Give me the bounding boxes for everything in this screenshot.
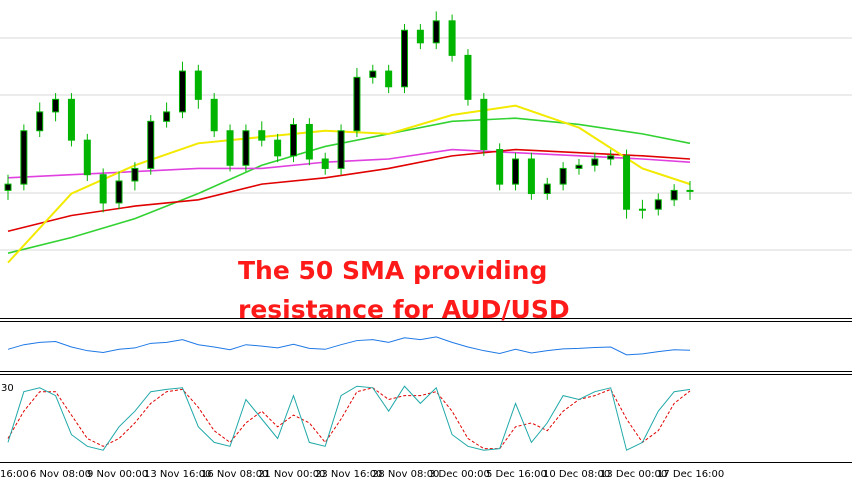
annotation: The 50 SMA providing [238, 256, 547, 285]
candle-body [464, 54, 472, 100]
x-tick-label: 16 Nov 08:00 [201, 469, 268, 480]
candle-body [194, 70, 202, 100]
candle-body [575, 164, 583, 169]
x-tick-label: 21 Nov 00:00 [258, 469, 325, 480]
candle-body [36, 111, 44, 132]
candle-body [274, 139, 282, 157]
candle-body [353, 76, 361, 132]
candle-body [480, 98, 488, 151]
candle-body [543, 183, 551, 195]
rsi-line [7, 336, 691, 356]
candle-body [147, 120, 155, 169]
candle-body [559, 167, 567, 185]
candle-body [4, 183, 12, 191]
candle-body [178, 70, 186, 113]
moving-average [7, 104, 691, 264]
candle-body [496, 149, 504, 185]
candle-body [289, 123, 297, 157]
annotation: resistance for AUD/USD [238, 295, 570, 324]
candle-body [448, 20, 456, 56]
candle-body [385, 70, 393, 88]
candle-body [591, 158, 599, 166]
candle-body [131, 167, 139, 182]
candle-body [416, 29, 424, 44]
stoch-signal [7, 387, 691, 450]
candle-body [52, 98, 60, 113]
candle-body [654, 199, 662, 210]
candle-body [432, 20, 440, 44]
candle-body [242, 130, 250, 166]
candle-body [337, 130, 345, 169]
x-tick-label: 23 Nov 16:00 [315, 469, 382, 480]
candle-body [686, 189, 694, 192]
candle-body [607, 155, 615, 160]
moving-average [7, 148, 691, 232]
candle-body [258, 130, 266, 141]
x-tick-label: 5 Dec 16:00 [486, 469, 547, 480]
x-tick-label: 13 Nov 16:00 [144, 469, 211, 480]
candle-body [226, 130, 234, 166]
x-tick-label: 16:00 [0, 469, 29, 480]
candle-body [115, 180, 123, 204]
x-tick-label: 13 Dec 00:00 [600, 469, 667, 480]
candle-body [512, 158, 520, 185]
moving-average [7, 148, 691, 179]
stoch-main [7, 385, 691, 451]
stoch-level-label: 30 [1, 383, 14, 394]
candle-body [305, 123, 313, 160]
x-tick-label: 10 Dec 08:00 [543, 469, 610, 480]
x-tick-label: 3 Dec 00:00 [429, 469, 490, 480]
candle-body [321, 158, 329, 169]
candle-body [369, 70, 377, 78]
x-tick-label: 9 Nov 00:00 [87, 469, 148, 480]
candle-body [401, 29, 409, 88]
candle-body [210, 98, 218, 132]
candle-body [638, 208, 646, 211]
x-tick-label: 6 Nov 08:00 [30, 469, 91, 480]
candle-body [20, 130, 28, 185]
x-tick-label: 17 Dec 16:00 [657, 469, 724, 480]
candle-body [527, 158, 535, 195]
x-tick-label: 28 Nov 08:00 [372, 469, 439, 480]
candle-body [163, 111, 171, 122]
candle-body [67, 98, 75, 141]
grid [0, 37, 852, 251]
candle-body [83, 139, 91, 176]
candle-body [623, 155, 631, 210]
candle-body [670, 189, 678, 201]
candle-body [99, 174, 107, 204]
moving-average [7, 117, 691, 254]
panel-borders [0, 318, 852, 463]
